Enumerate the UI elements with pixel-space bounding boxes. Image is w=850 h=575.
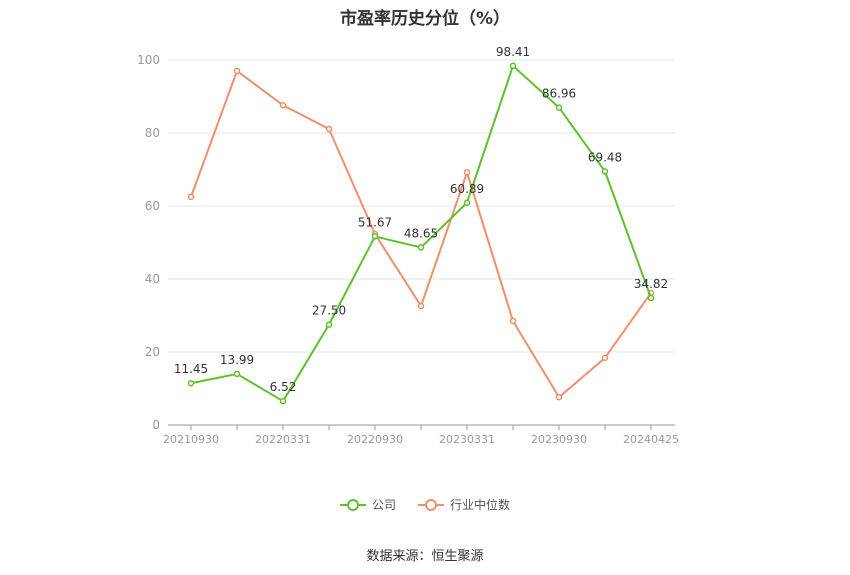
legend-company-marker-icon <box>339 498 366 512</box>
data-label-company: 60.89 <box>450 182 484 196</box>
x-tick-label: 20210930 <box>163 433 219 446</box>
data-label-company: 27.50 <box>312 304 346 318</box>
data-label-company: 48.65 <box>404 226 438 240</box>
data-label-company: 51.67 <box>358 215 392 229</box>
x-tick-label: 20220331 <box>255 433 311 446</box>
y-tick-label: 0 <box>152 418 160 432</box>
data-point-industry <box>509 317 517 325</box>
data-point-industry <box>463 169 471 176</box>
data-label-company: 86.96 <box>542 87 576 101</box>
data-label-company: 69.48 <box>588 150 622 164</box>
data-source: 数据来源：恒生聚源 <box>366 549 484 564</box>
legend-industry-marker-icon <box>418 498 444 512</box>
data-label-company: 98.41 <box>496 45 530 59</box>
x-tick-label: 20230331 <box>439 433 495 446</box>
data-point-industry <box>279 102 287 109</box>
data-point-industry <box>601 354 609 362</box>
data-point-company <box>509 62 517 70</box>
data-point-company <box>325 321 333 328</box>
data-point-company <box>279 397 287 405</box>
y-tick-label: 20 <box>145 345 160 359</box>
data-point-company <box>463 199 471 207</box>
data-point-company <box>233 370 241 378</box>
chart-legend: 公司 行业中位数 <box>0 496 850 513</box>
x-tick-label: 20240425 <box>623 433 679 446</box>
legend-industry-label: 行业中位数 <box>450 498 511 512</box>
x-tick-label: 20220930 <box>347 433 403 446</box>
data-point-industry <box>555 394 563 401</box>
y-tick-label: 100 <box>137 53 160 67</box>
data-label-company: 34.82 <box>634 277 668 291</box>
x-tick-label: 20230930 <box>531 433 587 446</box>
data-point-company <box>647 294 655 302</box>
y-tick-label: 60 <box>145 199 160 213</box>
data-point-company <box>555 104 563 111</box>
data-point-industry <box>325 125 333 133</box>
legend-item-industry[interactable]: 行业中位数 <box>418 496 510 513</box>
data-point-company <box>187 379 195 387</box>
y-tick-label: 80 <box>145 126 160 140</box>
data-label-company: 11.45 <box>174 362 208 376</box>
data-point-industry <box>233 67 241 75</box>
chart-title: 市盈率历史分位（%） <box>339 9 511 29</box>
data-point-company <box>601 168 609 175</box>
data-label-company: 13.99 <box>220 353 254 367</box>
data-point-industry <box>417 302 425 310</box>
data-point-industry <box>187 193 195 201</box>
legend-item-company[interactable]: 公司 <box>339 496 396 513</box>
data-label-company: 6.52 <box>270 380 297 394</box>
data-point-company <box>371 233 379 240</box>
legend-company-label: 公司 <box>371 498 396 512</box>
y-tick-label: 40 <box>145 272 160 286</box>
data-point-company <box>417 244 425 251</box>
